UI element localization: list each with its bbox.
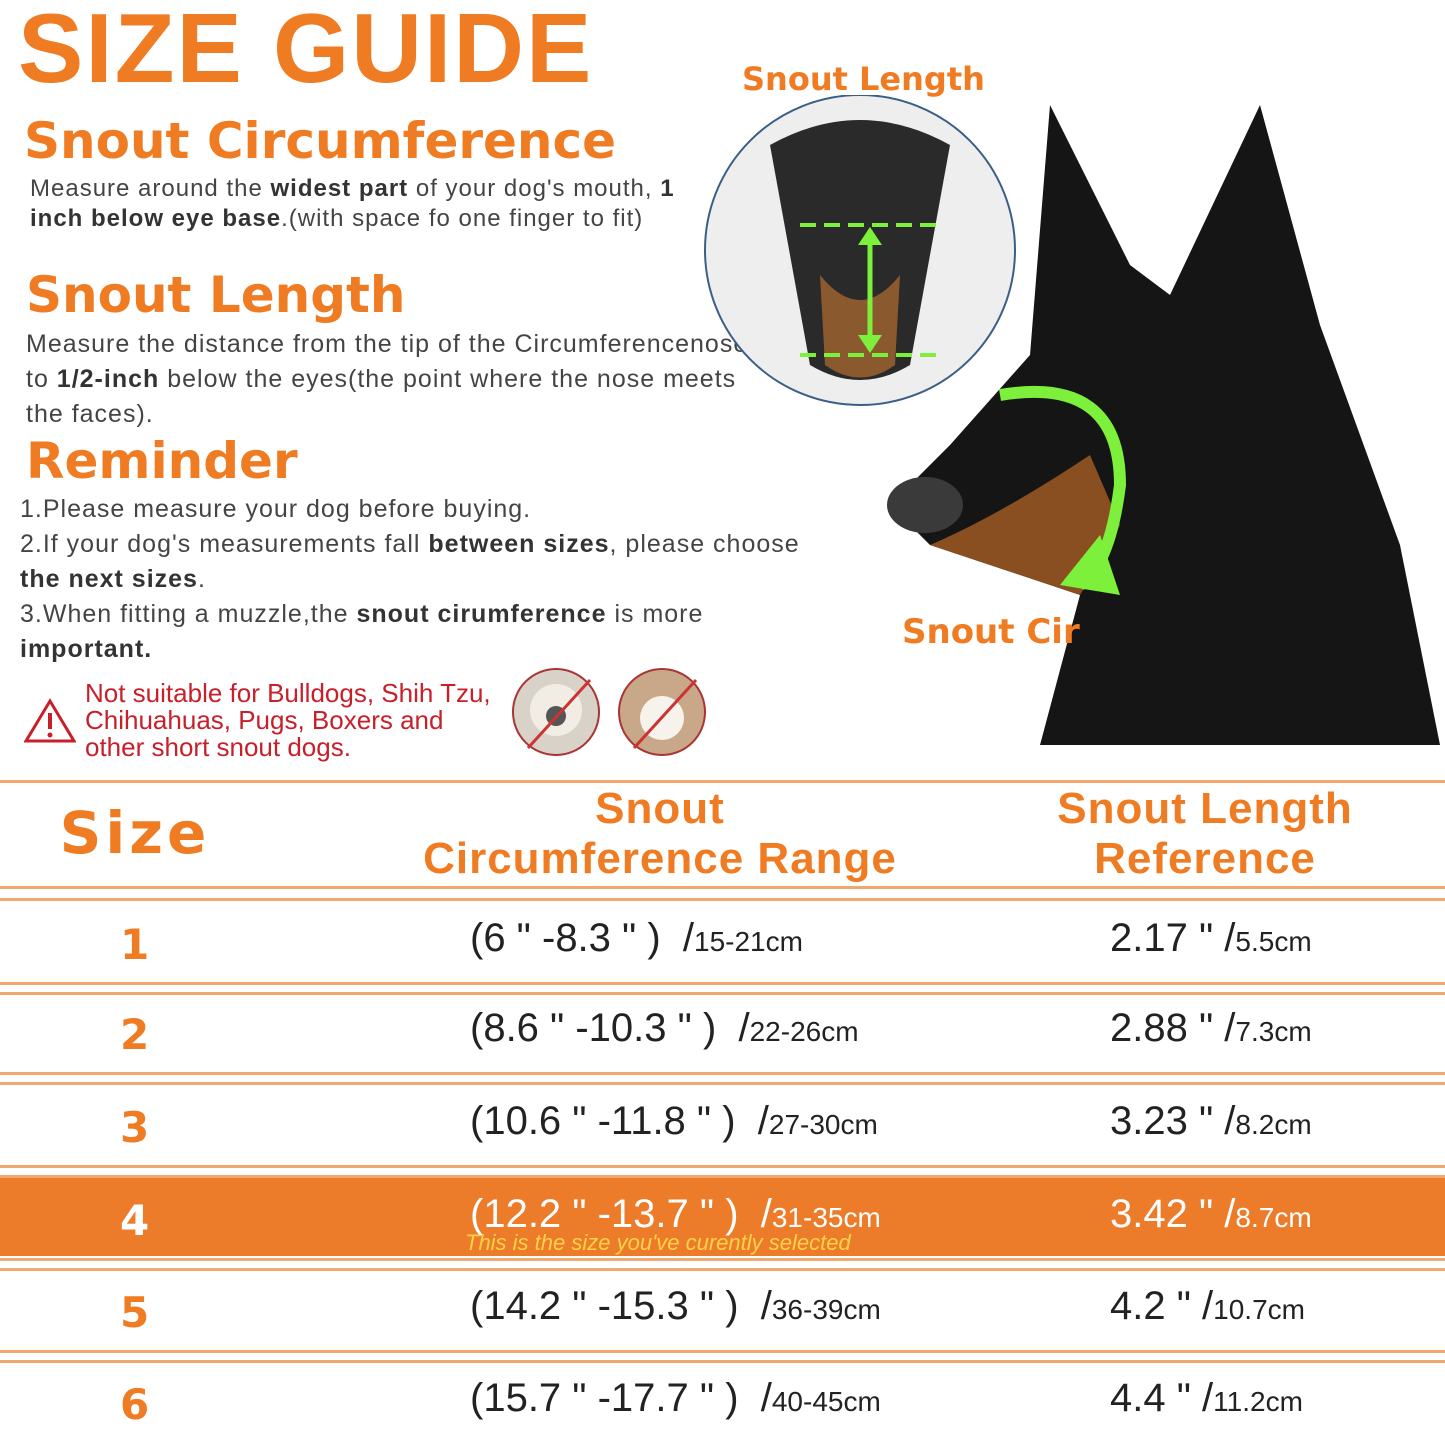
length-cell: 3.23 " /8.2cm xyxy=(1110,1099,1312,1143)
length-cell: 3.42 " /8.7cm xyxy=(1110,1192,1312,1236)
table-row: 2 (8.6 " -10.3 " ) /22-26cm 2.88 " /7.3c… xyxy=(0,992,1445,1070)
table-row: 1 (6 " -8.3 " ) /15-21cm 2.17 " /5.5cm xyxy=(0,902,1445,980)
reminder-heading: Reminder xyxy=(26,432,298,490)
divider xyxy=(0,1165,1445,1168)
length-cell: 4.4 " /11.2cm xyxy=(1110,1376,1303,1420)
size-cell: 3 xyxy=(120,1103,150,1152)
divider xyxy=(0,1350,1445,1353)
circumference-text: Measure around the widest part of your d… xyxy=(30,175,675,232)
header-size: Size xyxy=(59,799,211,867)
divider xyxy=(0,982,1445,985)
page-title: SIZE GUIDE xyxy=(18,0,594,103)
snout-cir-image-label: Snout Cir xyxy=(902,612,1080,652)
warning-text: Not suitable for Bulldogs, Shih Tzu, Chi… xyxy=(85,678,491,762)
table-row: 3 (10.6 " -11.8 " ) /27-30cm 3.23 " /8.2… xyxy=(0,1085,1445,1163)
circumference-cell: (8.6 " -10.3 " ) /22-26cm xyxy=(470,1006,859,1050)
size-cell: 6 xyxy=(120,1380,150,1429)
length-heading: Snout Length xyxy=(26,266,406,324)
circumference-cell: (15.7 " -17.7 " ) /40-45cm xyxy=(470,1376,881,1420)
divider xyxy=(0,1175,1445,1178)
size-cell: 4 xyxy=(120,1196,150,1245)
circumference-heading: Snout Circumference xyxy=(24,112,617,170)
size-cell: 1 xyxy=(120,920,150,969)
no-short-snout-dogs-icon xyxy=(512,668,706,756)
header-length: Snout Length Reference xyxy=(1057,784,1353,883)
divider xyxy=(0,1268,1445,1271)
size-cell: 5 xyxy=(120,1288,150,1337)
table-row: 6 (15.7 " -17.7 " ) /40-45cm 4.4 " /11.2… xyxy=(0,1362,1445,1440)
circumference-cell: (12.2 " -13.7 " ) /31-35cm xyxy=(470,1192,881,1236)
divider xyxy=(0,1258,1445,1261)
length-cell: 2.17 " /5.5cm xyxy=(1110,916,1312,960)
divider xyxy=(0,992,1445,995)
length-text: Measure the distance from the tip of the… xyxy=(26,330,749,428)
divider xyxy=(0,1082,1445,1085)
header-circumference: Snout Circumference Range xyxy=(423,784,897,883)
divider xyxy=(0,1072,1445,1075)
table-row: 5 (14.2 " -15.3 " ) /36-39cm 4.2 " /10.7… xyxy=(0,1270,1445,1348)
warning-icon xyxy=(24,698,76,743)
circumference-cell: (14.2 " -15.3 " ) /36-39cm xyxy=(470,1284,881,1328)
divider xyxy=(0,1360,1445,1363)
selected-note: This is the size you've curently selecte… xyxy=(465,1230,851,1255)
circumference-cell: (6 " -8.3 " ) /15-21cm xyxy=(470,916,803,960)
length-cell: 4.2 " /10.7cm xyxy=(1110,1284,1305,1328)
snout-length-image-label: Snout Length xyxy=(742,60,985,98)
doberman-photo xyxy=(704,95,1440,745)
length-cell: 2.88 " /7.3cm xyxy=(1110,1006,1312,1050)
table-row: 4 (12.2 " -13.7 " ) /31-35cm 3.42 " /8.7… xyxy=(0,1178,1445,1256)
size-cell: 2 xyxy=(120,1010,150,1059)
reminder-text: 1.Please measure your dog before buying.… xyxy=(20,495,800,663)
circumference-cell: (10.6 " -11.8 " ) /27-30cm xyxy=(470,1099,878,1143)
